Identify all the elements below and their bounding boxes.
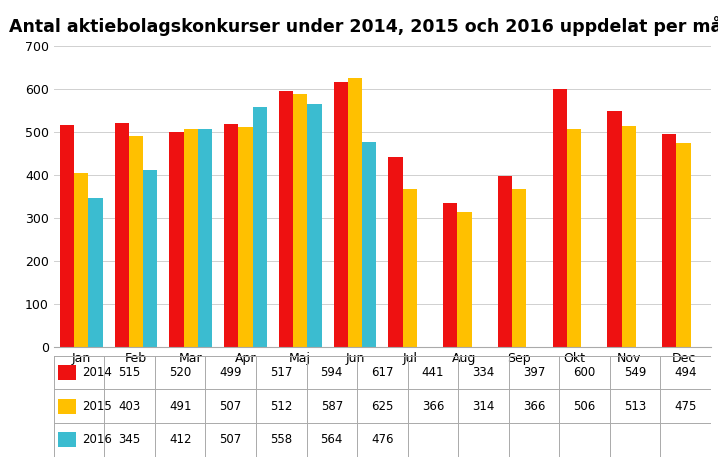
Text: 507: 507	[220, 433, 242, 446]
Text: 549: 549	[624, 366, 646, 379]
Bar	[88, 198, 103, 347]
Text: 491: 491	[169, 400, 192, 413]
Text: 594: 594	[321, 366, 343, 379]
Text: 600: 600	[574, 366, 596, 379]
Bar	[129, 136, 143, 347]
Bar	[115, 123, 129, 347]
Bar	[74, 174, 88, 347]
Bar	[622, 126, 636, 347]
Bar	[293, 95, 307, 347]
Bar	[224, 124, 238, 347]
Bar	[60, 125, 74, 347]
Bar	[169, 132, 184, 347]
Bar	[348, 78, 362, 347]
Bar	[143, 169, 157, 347]
Bar	[662, 134, 676, 347]
Bar	[443, 203, 457, 347]
Bar	[388, 157, 403, 347]
Bar	[457, 212, 472, 347]
Text: 366: 366	[523, 400, 545, 413]
Text: 494: 494	[674, 366, 696, 379]
Text: 515: 515	[118, 366, 141, 379]
Bar	[184, 129, 198, 347]
Bar	[676, 143, 691, 347]
Text: 499: 499	[220, 366, 242, 379]
Text: 366: 366	[421, 400, 444, 413]
Text: 476: 476	[371, 433, 393, 446]
Bar	[512, 190, 526, 347]
Bar	[334, 82, 348, 347]
Bar	[253, 107, 267, 347]
Bar	[238, 127, 253, 347]
Text: 506: 506	[574, 400, 596, 413]
Text: 564: 564	[321, 433, 343, 446]
Text: 345: 345	[118, 433, 141, 446]
Bar	[198, 129, 212, 347]
Bar	[58, 399, 75, 414]
Text: 403: 403	[118, 400, 141, 413]
Text: 587: 587	[321, 400, 343, 413]
Bar	[403, 190, 417, 347]
Text: 334: 334	[472, 366, 495, 379]
Text: 2016: 2016	[82, 433, 111, 446]
Text: 2014: 2014	[82, 366, 111, 379]
Text: 512: 512	[270, 400, 292, 413]
Bar	[58, 432, 75, 447]
Text: 517: 517	[270, 366, 292, 379]
Bar	[607, 111, 622, 347]
Text: 520: 520	[169, 366, 191, 379]
Text: 507: 507	[220, 400, 242, 413]
Bar	[553, 89, 567, 347]
Text: 441: 441	[421, 366, 444, 379]
Text: 558: 558	[270, 433, 292, 446]
Bar	[498, 176, 512, 347]
Text: 625: 625	[371, 400, 393, 413]
Text: 314: 314	[472, 400, 495, 413]
Text: 2015: 2015	[82, 400, 111, 413]
Bar	[307, 104, 322, 347]
Bar	[58, 365, 75, 380]
Bar	[362, 142, 376, 347]
Text: 513: 513	[624, 400, 646, 413]
Text: 397: 397	[523, 366, 545, 379]
Bar	[567, 129, 581, 347]
Text: 617: 617	[371, 366, 393, 379]
Text: 475: 475	[674, 400, 696, 413]
Bar	[279, 91, 293, 347]
Text: Antal aktiebolagskonkurser under 2014, 2015 och 2016 uppdelat per månad: Antal aktiebolagskonkurser under 2014, 2…	[9, 16, 718, 36]
Text: 412: 412	[169, 433, 192, 446]
